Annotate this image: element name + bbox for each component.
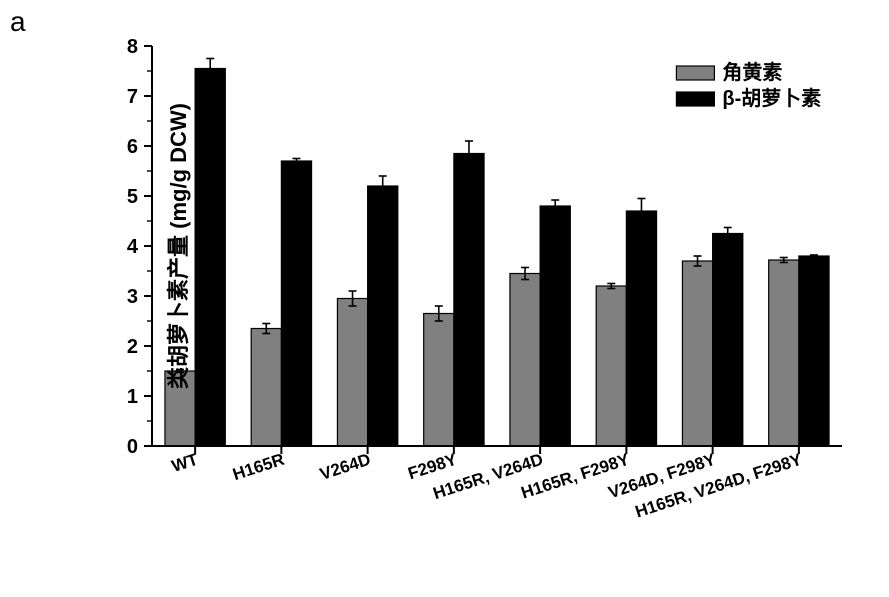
carotenoid-chart: 类胡萝卜素产量 (mg/g DCW) 0 1 2 3 4 5 6 7 8 WT H165R V264D… bbox=[40, 28, 870, 593]
svg-text:β-胡萝卜素: β-胡萝卜素 bbox=[722, 86, 821, 110]
svg-text:6: 6 bbox=[127, 136, 138, 158]
svg-text:3: 3 bbox=[127, 286, 138, 308]
svg-text:5: 5 bbox=[127, 186, 138, 208]
svg-text:8: 8 bbox=[127, 36, 138, 58]
svg-text:0: 0 bbox=[127, 436, 138, 458]
svg-text:WT: WT bbox=[169, 450, 201, 476]
svg-text:1: 1 bbox=[127, 386, 138, 408]
panel-label: a bbox=[10, 6, 26, 38]
svg-text:角黄素: 角黄素 bbox=[722, 60, 782, 84]
svg-text:H165R: H165R bbox=[230, 450, 286, 484]
svg-text:7: 7 bbox=[127, 86, 138, 108]
svg-text:2: 2 bbox=[127, 336, 138, 358]
svg-text:4: 4 bbox=[127, 236, 139, 258]
y-axis-label: 类胡萝卜素产量 (mg/g DCW) bbox=[161, 103, 193, 389]
svg-text:V264D: V264D bbox=[318, 450, 373, 484]
